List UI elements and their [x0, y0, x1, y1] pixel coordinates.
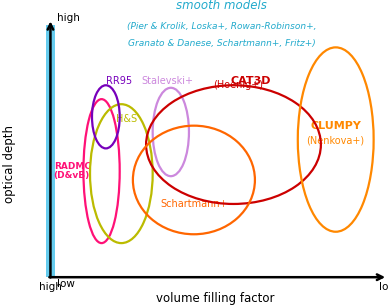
Text: CAT3D: CAT3D [230, 76, 271, 87]
Text: Schartmann+: Schartmann+ [160, 199, 228, 209]
Text: CLUMPY: CLUMPY [310, 121, 361, 131]
Text: H&S: H&S [116, 114, 137, 124]
Text: high: high [57, 14, 80, 23]
Text: Granato & Danese, Schartmann+, Fritz+): Granato & Danese, Schartmann+, Fritz+) [128, 38, 316, 47]
Text: high: high [39, 282, 62, 292]
Text: low: low [379, 282, 388, 292]
Text: (Hoenig+): (Hoenig+) [213, 80, 263, 90]
Text: (Pier & Krolik, Loska+, Rowan-Robinson+,: (Pier & Krolik, Loska+, Rowan-Robinson+, [127, 22, 317, 30]
Text: RADMC
(D&vB): RADMC (D&vB) [54, 162, 91, 180]
Text: Stalevski+: Stalevski+ [142, 76, 194, 87]
FancyBboxPatch shape [46, 25, 55, 277]
Text: (Nenkova+): (Nenkova+) [307, 135, 365, 145]
Text: smooth models: smooth models [177, 0, 267, 12]
Text: volume filling factor: volume filling factor [156, 292, 275, 305]
Text: RR95: RR95 [106, 76, 132, 87]
Text: optical depth: optical depth [3, 124, 16, 203]
Text: low: low [57, 279, 74, 289]
